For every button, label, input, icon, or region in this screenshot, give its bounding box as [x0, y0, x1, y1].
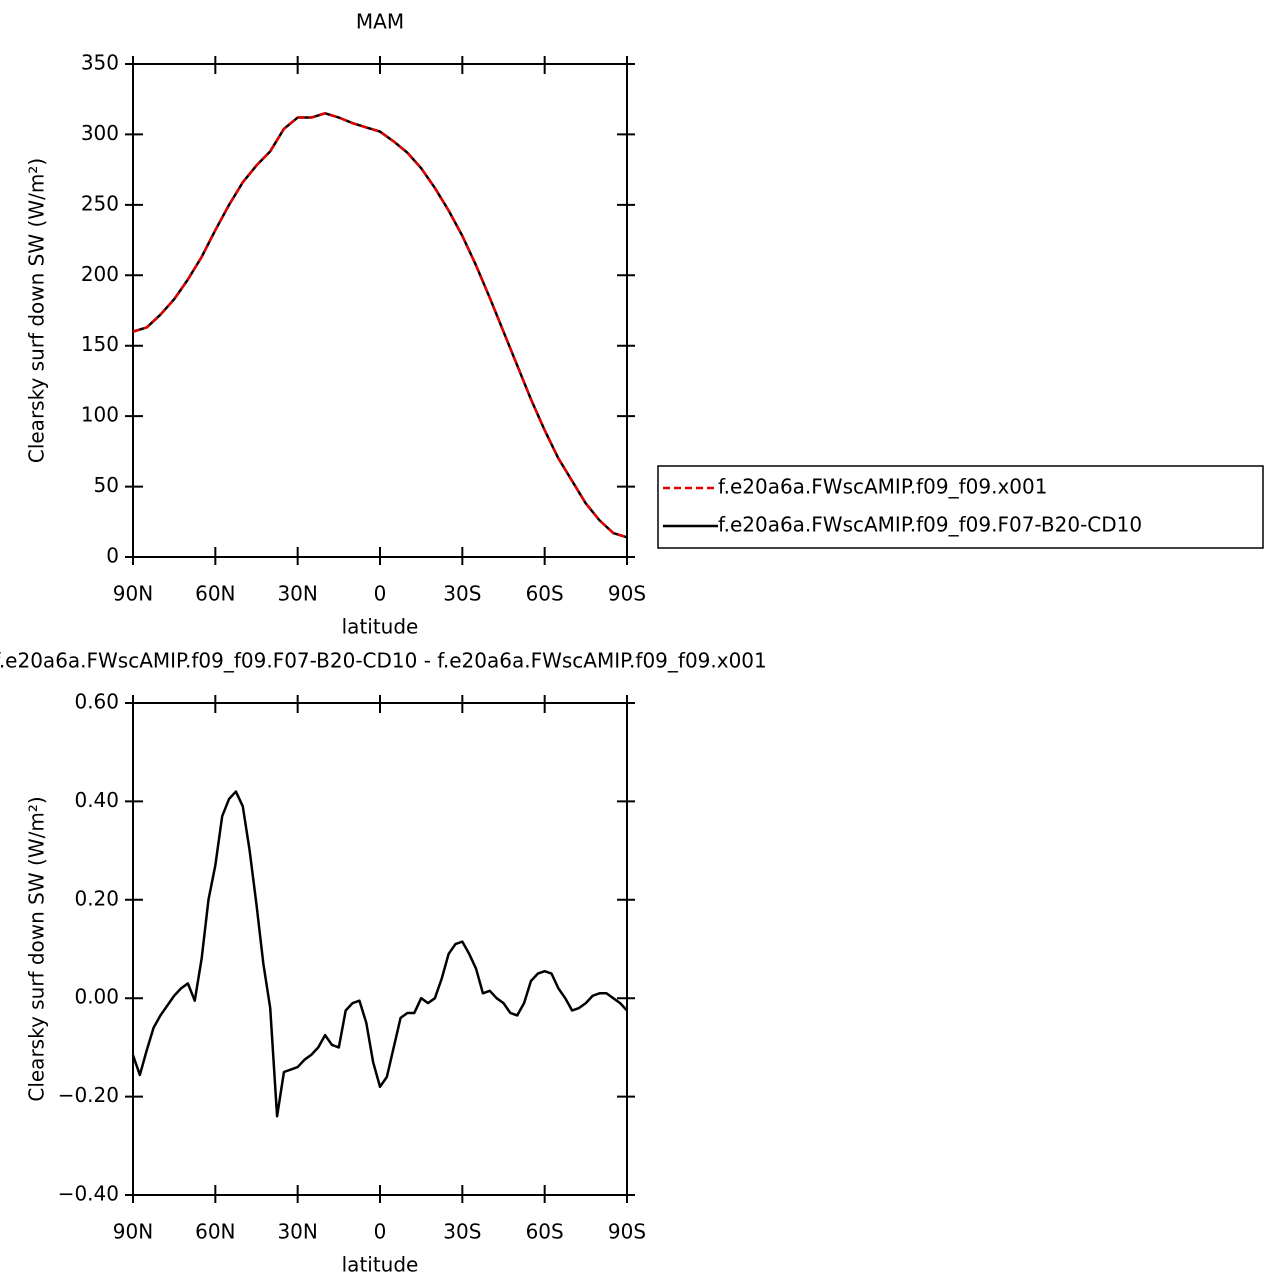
x-tick-label: 60S	[526, 582, 564, 606]
x-tick-label: 60S	[526, 1220, 564, 1244]
x-tick-label: 30S	[443, 1220, 481, 1244]
y-tick-label: −0.20	[58, 1083, 119, 1107]
x-axis-label: latitude	[342, 615, 419, 639]
line-series	[132, 112, 628, 539]
legend-label: f.e20a6a.FWscAMIP.f09_f09.F07-B20-CD10	[718, 513, 1142, 537]
y-tick-label: 200	[81, 262, 119, 286]
y-tick-label: 350	[81, 51, 119, 75]
y-tick-label: 0.40	[74, 788, 119, 812]
x-tick-label: 0	[374, 582, 387, 606]
line-series	[131, 790, 628, 1118]
plot-frame	[132, 63, 628, 558]
x-tick-label: 90S	[608, 1220, 646, 1244]
x-tick-label: 30S	[443, 582, 481, 606]
chart-title: MAM	[356, 10, 404, 34]
x-tick-label: 30N	[277, 582, 317, 606]
line-series	[132, 112, 628, 539]
x-tick-label: 60N	[195, 582, 235, 606]
y-axis-label: Clearsky surf down SW (W/m²)	[25, 796, 49, 1101]
y-tick-label: 100	[81, 403, 119, 427]
x-tick-label: 60N	[195, 1220, 235, 1244]
y-tick-label: 150	[81, 332, 119, 356]
y-tick-label: −0.40	[58, 1182, 119, 1206]
x-tick-label: 0	[374, 1220, 387, 1244]
y-tick-label: 250	[81, 191, 119, 215]
y-tick-label: 300	[81, 121, 119, 145]
x-tick-label: 90N	[113, 582, 153, 606]
y-tick-label: 50	[94, 473, 119, 497]
chart-title: f.e20a6a.FWscAMIP.f09_f09.F07-B20-CD10 -…	[0, 649, 767, 673]
x-tick-label: 30N	[277, 1220, 317, 1244]
y-tick-label: 0.00	[74, 985, 119, 1009]
legend-label: f.e20a6a.FWscAMIP.f09_f09.x001	[718, 475, 1047, 499]
x-tick-label: 90S	[608, 582, 646, 606]
x-axis-label: latitude	[342, 1253, 419, 1277]
legend-box	[657, 465, 1264, 549]
y-tick-label: 0.60	[74, 690, 119, 714]
plot-frame	[132, 702, 628, 1196]
x-tick-label: 90N	[113, 1220, 153, 1244]
y-tick-label: 0.20	[74, 886, 119, 910]
y-axis-label: Clearsky surf down SW (W/m²)	[25, 158, 49, 463]
y-tick-label: 0	[106, 544, 119, 568]
